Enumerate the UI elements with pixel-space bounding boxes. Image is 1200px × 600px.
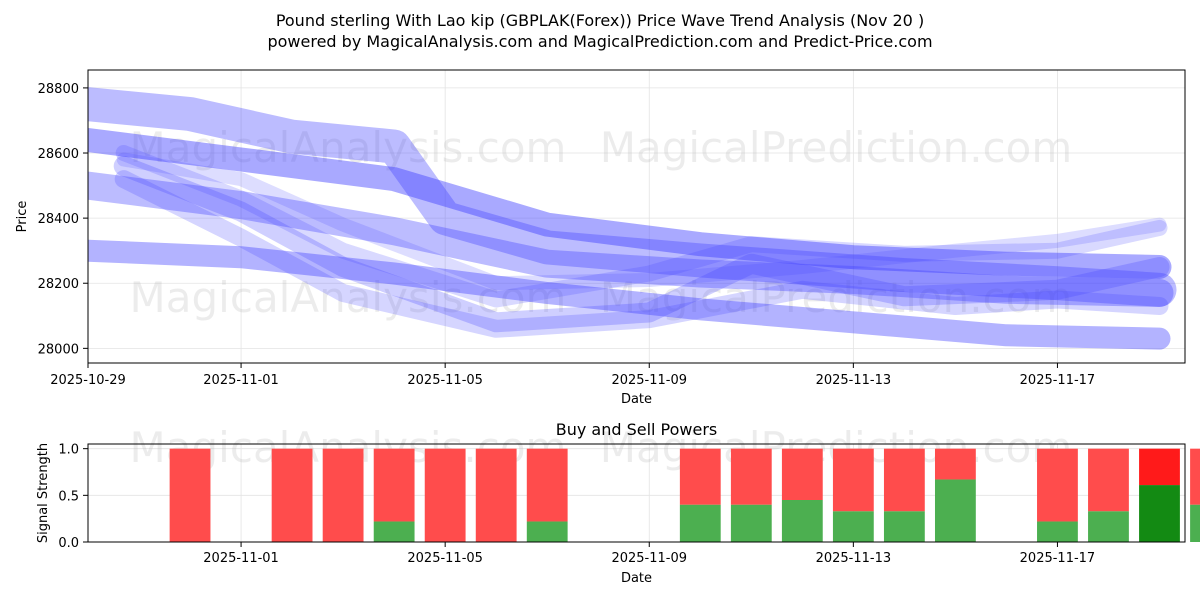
y-axis-label: Price xyxy=(15,201,30,233)
sell-power-bar xyxy=(781,448,823,500)
sell-power-bar xyxy=(934,448,976,480)
sell-power-bar xyxy=(1037,448,1078,522)
main-chart-subtitle: powered by MagicalAnalysis.com and Magic… xyxy=(267,32,932,51)
sell-power-bar xyxy=(1190,448,1200,505)
buy-power-bar xyxy=(781,500,823,542)
x-tick-label: 2025-11-01 xyxy=(203,373,279,388)
buy-power-bar xyxy=(1037,521,1078,542)
y-tick-label: 28800 xyxy=(38,82,79,97)
watermark-prediction: MagicalPrediction.com xyxy=(600,273,1073,322)
wave-band-line xyxy=(88,87,1177,307)
y-tick-label: 28000 xyxy=(38,342,79,357)
sell-power-bar xyxy=(169,448,211,542)
bottom-watermarks: MagicalAnalysis.com MagicalPrediction.com xyxy=(130,423,1073,472)
sell-power-bar xyxy=(424,448,466,542)
sell-power-bar xyxy=(679,448,721,505)
wave-band-line xyxy=(114,170,1169,338)
sell-power-bar xyxy=(322,448,364,542)
x-axis-label: Date xyxy=(621,571,652,586)
wave-band-line xyxy=(115,145,1168,308)
y-tick-label: 0.0 xyxy=(58,536,79,551)
y-axis-label: Signal Strength xyxy=(36,443,51,543)
signal-bars xyxy=(169,448,1200,542)
y-tick-label: 1.0 xyxy=(58,443,79,458)
buy-power-bar xyxy=(883,511,925,542)
top-watermarks: MagicalAnalysis.com MagicalPrediction.com… xyxy=(130,123,1073,322)
buy-power-bar xyxy=(730,504,772,542)
wave-band-line xyxy=(113,156,1170,333)
buy-power-bar xyxy=(526,521,568,542)
buy-power-bar xyxy=(373,521,415,542)
sell-power-bar xyxy=(1088,448,1129,512)
wave-band-line xyxy=(88,239,1171,350)
buy-power-bar xyxy=(934,479,976,542)
buy-power-bar xyxy=(1190,504,1200,542)
x-tick-label: 2025-11-05 xyxy=(407,551,483,566)
buy-power-bar xyxy=(832,511,874,542)
x-tick-label: 2025-11-13 xyxy=(816,551,892,566)
buy-power-bar xyxy=(679,504,721,542)
y-tick-label: 28400 xyxy=(38,212,79,227)
x-tick-label: 2025-11-09 xyxy=(611,551,687,566)
wave-band-line xyxy=(88,171,1174,307)
main-chart-title: Pound sterling With Lao kip (GBPLAK(Fore… xyxy=(276,11,924,30)
x-tick-label: 2025-11-17 xyxy=(1020,373,1096,388)
price-panel: MagicalAnalysis.com MagicalPrediction.com… xyxy=(15,69,1186,407)
buy-power-bar xyxy=(1088,511,1129,542)
sell-power-bar xyxy=(271,448,313,542)
sell-power-bar xyxy=(1139,448,1180,486)
x-axis-label: Date xyxy=(621,392,652,407)
wave-band-line xyxy=(116,152,1167,291)
top-plot-frame xyxy=(87,69,1186,364)
x-tick-label: 2025-11-17 xyxy=(1020,551,1096,566)
sell-power-bar xyxy=(526,448,568,522)
watermark-prediction: MagicalPrediction.com xyxy=(600,123,1073,172)
buy-power-bar xyxy=(1139,485,1180,542)
x-tick-label: 2025-11-01 xyxy=(203,551,279,566)
y-tick-label: 0.5 xyxy=(58,489,79,504)
signal-chart-title: Buy and Sell Powers xyxy=(556,420,718,439)
watermark-analysis: MagicalAnalysis.com xyxy=(130,123,567,172)
sell-power-bar xyxy=(475,448,517,542)
x-tick-label: 2025-11-09 xyxy=(611,373,687,388)
sell-power-bar xyxy=(832,448,874,512)
x-tick-label: 2025-11-05 xyxy=(407,373,483,388)
sell-power-bar xyxy=(373,448,415,522)
wave-bands xyxy=(88,87,1177,350)
y-tick-label: 28600 xyxy=(38,147,79,162)
sell-power-bar xyxy=(883,448,925,512)
bottom-plot-frame xyxy=(87,443,1186,543)
y-tick-label: 28200 xyxy=(38,277,79,292)
sell-power-bar xyxy=(730,448,772,505)
watermark-analysis: MagicalAnalysis.com xyxy=(130,273,567,322)
wave-band-line xyxy=(88,128,1172,279)
x-tick-label: 2025-10-29 xyxy=(50,373,126,388)
x-tick-label: 2025-11-13 xyxy=(816,373,892,388)
